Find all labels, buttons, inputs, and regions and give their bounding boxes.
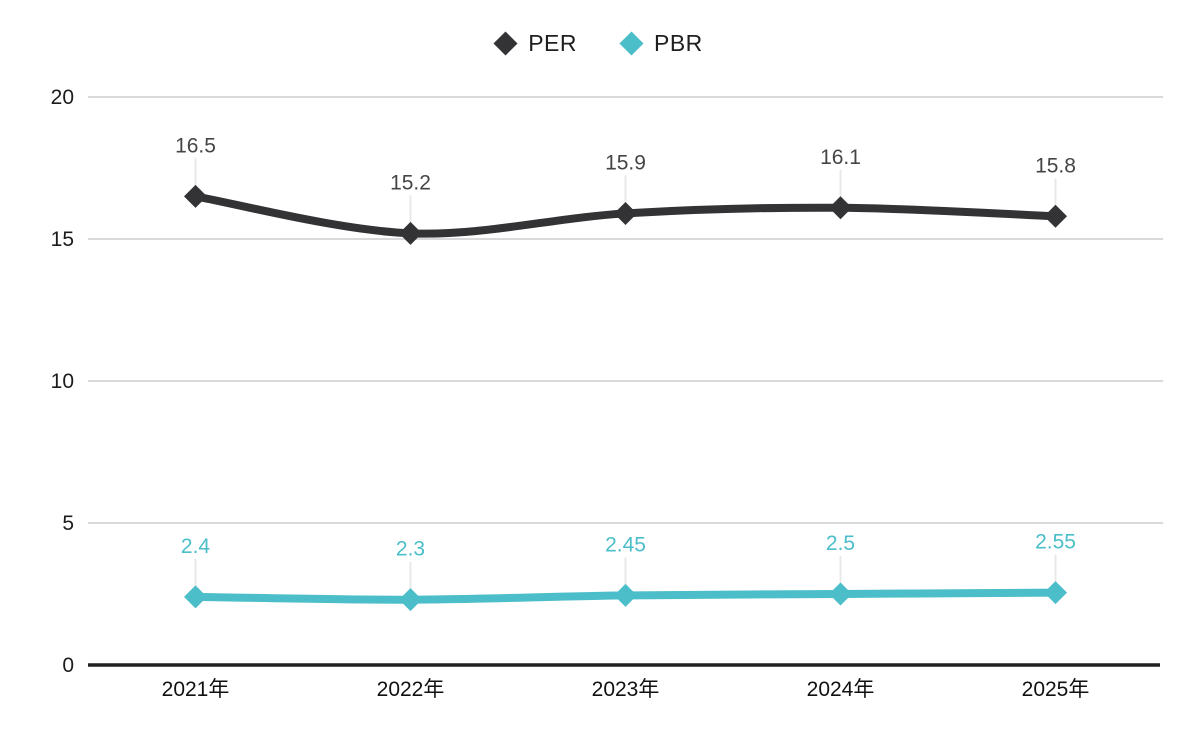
marker-pbr-2022年 [399,588,422,612]
x-axis-label-1: 2021年 [162,678,230,701]
x-axis-label-4: 2024年 [807,678,875,701]
y-axis-tick-label: 10 [51,370,74,393]
marker-per-2021年 [184,184,207,208]
data-label-pbr-2025年: 2.55 [1035,531,1076,554]
marker-pbr-2025年 [1044,581,1067,605]
y-axis-tick-label: 15 [51,228,74,251]
marker-pbr-2023年 [614,583,637,607]
data-label-per-2022年: 15.2 [390,171,431,194]
legend-label-per: PER [528,30,577,56]
legend-item-pbr[interactable]: PBR [619,30,703,57]
marker-per-2025年 [1044,204,1067,228]
data-label-per-2025年: 15.8 [1035,154,1076,177]
data-label-per-2021年: 16.5 [175,134,216,157]
legend-label-pbr: PBR [654,30,703,56]
data-label-pbr-2023年: 2.45 [605,533,646,556]
y-axis-tick-label: 5 [62,512,74,535]
marker-per-2023年 [614,201,637,225]
data-label-pbr-2022年: 2.3 [396,538,425,561]
marker-per-2022年 [399,221,422,245]
legend-item-per[interactable]: PER [493,30,577,57]
y-axis-tick-label: 0 [62,654,74,677]
x-axis-label-2: 2022年 [377,678,445,701]
data-label-pbr-2024年: 2.5 [826,532,855,555]
marker-pbr-2024年 [829,582,852,606]
y-axis-tick-label: 20 [51,86,74,109]
data-label-per-2024年: 16.1 [820,146,861,169]
data-label-pbr-2021年: 2.4 [181,535,211,558]
marker-pbr-2021年 [184,585,207,609]
chart-legend: PER PBR [0,30,1200,57]
x-axis-label-3: 2023年 [592,678,660,701]
marker-per-2024年 [829,196,852,220]
x-axis-label-5: 2025年 [1022,678,1090,701]
data-label-per-2023年: 15.9 [605,151,646,174]
